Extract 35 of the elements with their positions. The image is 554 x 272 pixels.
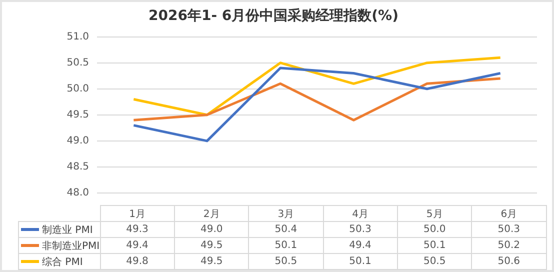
x-tick-label: 3月 [248, 206, 324, 222]
data-label: 49.5 [174, 238, 249, 254]
data-label: 49.8 [100, 254, 174, 270]
data-label: 49.4 [323, 238, 398, 254]
data-label: 50.1 [397, 238, 472, 254]
data-label: 50.0 [397, 222, 472, 238]
data-label: 50.5 [397, 254, 472, 270]
legend-label: 制造业 PMI [18, 222, 100, 238]
y-tick-label: 50.0 [66, 83, 89, 94]
legend-label: 综合 PMI [18, 254, 100, 270]
data-label: 50.1 [323, 254, 398, 270]
legend-label: 非制造业PMI [18, 238, 100, 254]
data-label: 49.3 [100, 222, 174, 238]
data-label: 50.6 [472, 254, 546, 270]
data-label: 50.1 [248, 238, 324, 254]
data-label: 50.3 [472, 222, 546, 238]
y-tick-label: 48.0 [66, 188, 89, 199]
data-label: 49.5 [174, 254, 249, 270]
x-tick-label: 5月 [397, 206, 472, 222]
y-tick-label: 49.0 [66, 136, 89, 147]
y-tick-label: 50.5 [66, 57, 89, 68]
data-label: 49.4 [100, 238, 174, 254]
data-label: 50.2 [472, 238, 546, 254]
x-tick-label: 6月 [472, 206, 546, 222]
data-label: 50.5 [248, 254, 324, 270]
chart-title: 2026年1- 6月份中国采购经理指数(%) [148, 8, 398, 24]
y-tick-label: 49.5 [66, 109, 89, 120]
data-label: 49.0 [174, 222, 249, 238]
y-tick-label: 51.0 [66, 31, 89, 42]
data-label: 50.4 [248, 222, 324, 238]
y-tick-label: 48.5 [66, 162, 89, 173]
x-tick-label: 1月 [100, 206, 174, 222]
x-tick-label: 2月 [174, 206, 249, 222]
x-tick-label: 4月 [323, 206, 398, 222]
data-label: 50.3 [323, 222, 398, 238]
